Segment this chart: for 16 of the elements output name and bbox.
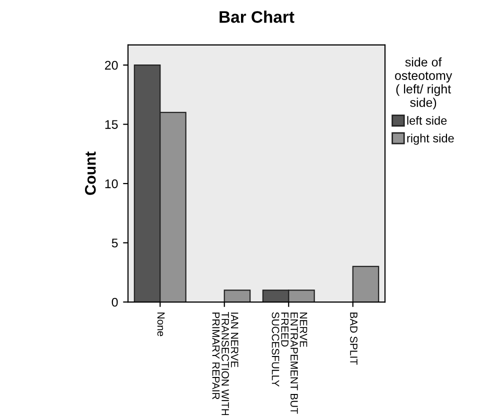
legend-label: right side bbox=[407, 134, 454, 145]
legend-title: side of osteotomy ( left/ right side) bbox=[395, 57, 452, 110]
x-tick-label: None bbox=[157, 312, 165, 336]
x-tick-label: BAD SPLIT bbox=[350, 312, 358, 365]
y-tick-label: 10 bbox=[105, 179, 118, 188]
bar bbox=[352, 266, 380, 302]
y-tick-label: 0 bbox=[112, 298, 118, 307]
y-axis-title: Count bbox=[84, 152, 96, 195]
bar bbox=[224, 290, 251, 302]
y-tick-label: 15 bbox=[105, 120, 118, 129]
y-tick-label: 5 bbox=[112, 238, 118, 248]
y-tick-label: 20 bbox=[105, 60, 118, 70]
chart-title: Bar Chart bbox=[220, 10, 294, 23]
x-tick-label: NERVE ENTRAPEMENT BUT FREED SUCCESFULLY bbox=[272, 312, 308, 414]
x-tick-label: IAN NERVE TRANSECTION WITH PRIMARY REPAIR bbox=[212, 312, 238, 416]
legend-label: left side bbox=[407, 116, 447, 125]
